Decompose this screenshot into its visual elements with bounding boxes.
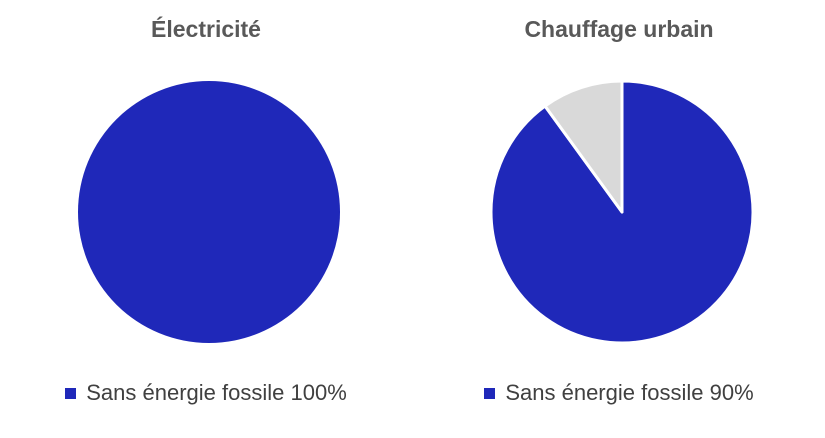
legend: Sans énergie fossile 90% (413, 380, 825, 406)
chart-electricite: Électricité Sans énergie fossile 100% (0, 0, 412, 438)
chart-title: Électricité (151, 16, 261, 42)
pie-chart (78, 81, 340, 343)
pie-slice-1 (543, 79, 624, 214)
legend-label: Sans énergie fossile (505, 380, 704, 405)
legend: Sans énergie fossile 100% (0, 380, 412, 406)
legend-swatch (484, 387, 496, 399)
pie-chart (489, 79, 755, 345)
legend-percent: 100% (290, 380, 347, 405)
pie-slice-0 (78, 81, 340, 343)
legend-swatch (65, 387, 77, 399)
legend-percent: 90% (709, 380, 754, 405)
chart-chauffage-urbain: Chauffage urbain Sans énergie fossile 90… (413, 0, 825, 438)
legend-label: Sans énergie fossile (86, 380, 285, 405)
chart-title: Chauffage urbain (524, 16, 714, 42)
